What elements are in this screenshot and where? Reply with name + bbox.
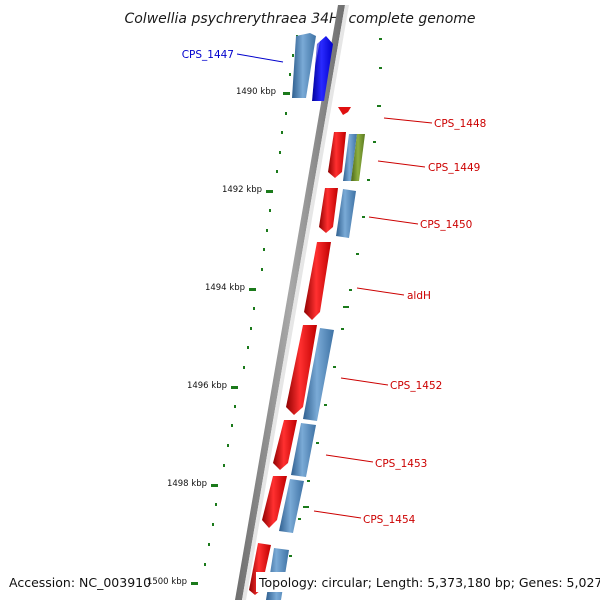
cds-cps1454-fwd (279, 479, 304, 533)
cds-cps1453-rev (273, 420, 297, 470)
cds-cps1449-fwd (343, 134, 357, 181)
cds-partial-rev (249, 543, 271, 595)
ruler-major-ticks (191, 92, 290, 585)
cds-cps1450-rev (319, 188, 338, 233)
cds-cps1449-other (351, 134, 365, 181)
genome-backbone (235, 5, 349, 600)
cds-cps1447 (312, 36, 333, 101)
gene-label-cps1448: CPS_1448 (434, 118, 486, 130)
inner-dotted-track (204, 35, 298, 566)
cds-cps1446 (292, 33, 316, 98)
ruler-label-1492: 1492 kbp (222, 185, 262, 195)
cds-aldh (304, 242, 331, 320)
gene-label-cps1452: CPS_1452 (390, 380, 442, 392)
cds-cps1454-rev (262, 476, 287, 528)
gene-label-cps1450: CPS_1450 (420, 219, 472, 231)
gene-label-cps1447: CPS_1447 (182, 49, 234, 61)
ruler-label-1500: 1500 kbp (147, 577, 187, 587)
gene-labels: CPS_1447 CPS_1448 CPS_1449 CPS_1450 aldH… (182, 49, 487, 526)
map-title: Colwellia psychrerythraea 34H, complete … (124, 11, 475, 27)
gene-label-aldh: aldH (407, 290, 431, 302)
cds-cps1448 (338, 107, 351, 115)
topology-text: Topology: circular; Length: 5,373,180 bp… (258, 575, 600, 590)
outer-dotted-track (289, 38, 382, 557)
ruler-label-1496: 1496 kbp (187, 381, 227, 391)
cds-cps1449-rev (328, 132, 346, 178)
cds-cps1450-fwd (336, 189, 356, 238)
cds-features (249, 33, 365, 600)
label-leader-lines (236, 53, 433, 519)
gene-label-cps1453: CPS_1453 (375, 458, 427, 470)
cds-cps1452-fwd (303, 328, 334, 421)
gene-label-cps1449: CPS_1449 (428, 162, 480, 174)
ruler-label-1498: 1498 kbp (167, 479, 207, 489)
ruler-label-1490: 1490 kbp (236, 87, 276, 97)
ruler-labels: 1490 kbp 1492 kbp 1494 kbp 1496 kbp 1498… (147, 87, 276, 587)
gene-label-cps1454: CPS_1454 (363, 514, 416, 526)
cds-cps1453-fwd (291, 423, 316, 477)
accession-text: Accession: NC_003910 (9, 575, 151, 590)
cds-cps1452-rev (286, 325, 317, 415)
ruler-label-1494: 1494 kbp (205, 283, 245, 293)
